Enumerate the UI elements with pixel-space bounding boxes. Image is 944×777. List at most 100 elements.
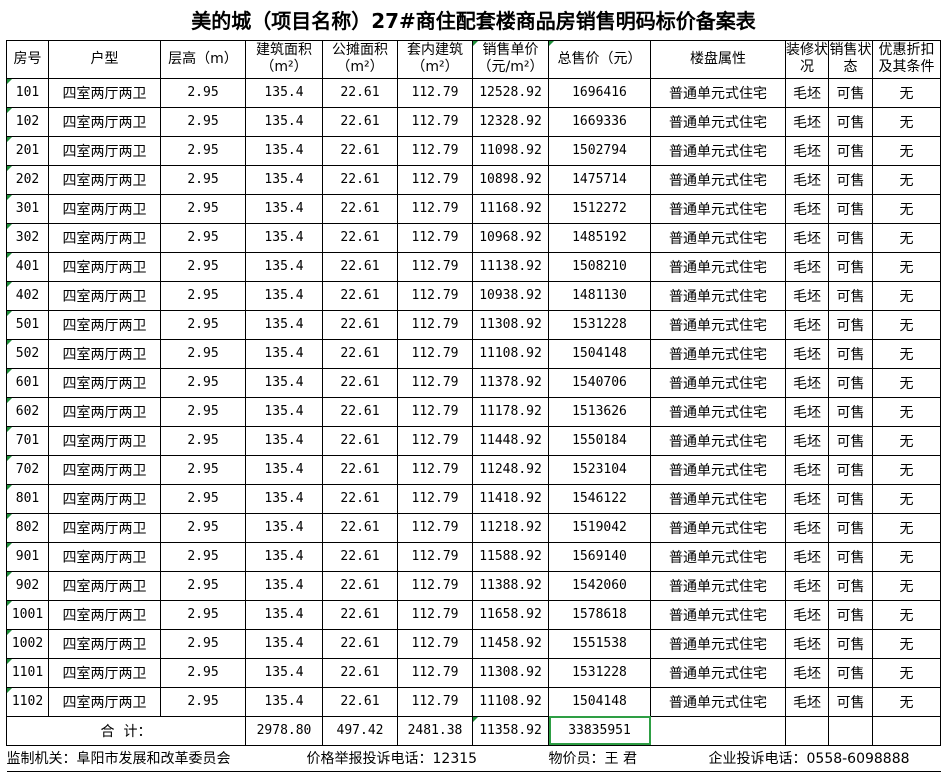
cell-inner-area[interactable]: 112.79	[397, 280, 473, 311]
cell-unit-price[interactable]: 12328.92	[472, 106, 549, 137]
cell-floor-height[interactable]: 2.95	[160, 599, 246, 630]
cell-property-type[interactable]: 普通单元式住宅	[650, 628, 786, 659]
cell-discount[interactable]: 无	[872, 628, 941, 659]
cell-property-type[interactable]: 普通单元式住宅	[650, 280, 786, 311]
cell-unit-type[interactable]: 四室两厅两卫	[48, 396, 161, 427]
cell-floor-height[interactable]: 2.95	[160, 657, 246, 688]
cell-property-type[interactable]: 普通单元式住宅	[650, 367, 786, 398]
cell-room-no[interactable]: 301	[6, 193, 49, 224]
cell-total-price[interactable]: 1502794	[548, 135, 651, 166]
cell-sale-status[interactable]: 可售	[828, 512, 873, 543]
cell-unit-type[interactable]: 四室两厅两卫	[48, 164, 161, 195]
cell-discount[interactable]: 无	[872, 338, 941, 369]
cell-floor-height[interactable]: 2.95	[160, 135, 246, 166]
empty-cell[interactable]	[828, 715, 873, 746]
cell-unit-price[interactable]: 11458.92	[472, 628, 549, 659]
header-inner-area[interactable]: 套内建筑（m²）	[397, 39, 473, 79]
cell-unit-price[interactable]: 11098.92	[472, 135, 549, 166]
cell-shared-area[interactable]: 22.61	[322, 135, 398, 166]
cell-room-no[interactable]: 901	[6, 541, 49, 572]
cell-floor-height[interactable]: 2.95	[160, 77, 246, 108]
cell-building-area[interactable]: 135.4	[245, 657, 323, 688]
cell-total-price[interactable]: 1475714	[548, 164, 651, 195]
empty-cell[interactable]	[872, 715, 941, 746]
cell-floor-height[interactable]: 2.95	[160, 396, 246, 427]
cell-unit-price[interactable]: 10968.92	[472, 222, 549, 253]
empty-cell[interactable]	[785, 715, 829, 746]
cell-sale-status[interactable]: 可售	[828, 483, 873, 514]
header-room-no[interactable]: 房号	[6, 39, 49, 79]
cell-property-type[interactable]: 普通单元式住宅	[650, 570, 786, 601]
cell-building-area[interactable]: 135.4	[245, 338, 323, 369]
cell-room-no[interactable]: 501	[6, 309, 49, 340]
cell-unit-price[interactable]: 12528.92	[472, 77, 549, 108]
cell-unit-type[interactable]: 四室两厅两卫	[48, 541, 161, 572]
cell-shared-area[interactable]: 22.61	[322, 77, 398, 108]
cell-room-no[interactable]: 701	[6, 425, 49, 456]
cell-decoration[interactable]: 毛坯	[785, 338, 829, 369]
cell-room-no[interactable]: 502	[6, 338, 49, 369]
cell-total-price[interactable]: 1504148	[548, 686, 651, 717]
cell-unit-type[interactable]: 四室两厅两卫	[48, 570, 161, 601]
cell-sale-status[interactable]: 可售	[828, 599, 873, 630]
cell-inner-area[interactable]: 112.79	[397, 628, 473, 659]
cell-total-price[interactable]: 1481130	[548, 280, 651, 311]
cell-inner-area[interactable]: 112.79	[397, 425, 473, 456]
cell-unit-price[interactable]: 11218.92	[472, 512, 549, 543]
cell-property-type[interactable]: 普通单元式住宅	[650, 222, 786, 253]
total-building-area[interactable]: 2978.80	[245, 715, 323, 746]
cell-unit-price[interactable]: 10898.92	[472, 164, 549, 195]
cell-inner-area[interactable]: 112.79	[397, 570, 473, 601]
cell-discount[interactable]: 无	[872, 280, 941, 311]
cell-shared-area[interactable]: 22.61	[322, 338, 398, 369]
cell-discount[interactable]: 无	[872, 77, 941, 108]
cell-floor-height[interactable]: 2.95	[160, 425, 246, 456]
cell-building-area[interactable]: 135.4	[245, 454, 323, 485]
cell-property-type[interactable]: 普通单元式住宅	[650, 686, 786, 717]
cell-room-no[interactable]: 1001	[6, 599, 49, 630]
cell-discount[interactable]: 无	[872, 599, 941, 630]
cell-shared-area[interactable]: 22.61	[322, 541, 398, 572]
cell-room-no[interactable]: 902	[6, 570, 49, 601]
cell-unit-type[interactable]: 四室两厅两卫	[48, 77, 161, 108]
cell-unit-type[interactable]: 四室两厅两卫	[48, 454, 161, 485]
cell-total-price[interactable]: 1512272	[548, 193, 651, 224]
cell-shared-area[interactable]: 22.61	[322, 454, 398, 485]
cell-sale-status[interactable]: 可售	[828, 367, 873, 398]
cell-inner-area[interactable]: 112.79	[397, 686, 473, 717]
cell-property-type[interactable]: 普通单元式住宅	[650, 396, 786, 427]
cell-total-price[interactable]: 1519042	[548, 512, 651, 543]
cell-unit-type[interactable]: 四室两厅两卫	[48, 425, 161, 456]
cell-property-type[interactable]: 普通单元式住宅	[650, 512, 786, 543]
cell-floor-height[interactable]: 2.95	[160, 164, 246, 195]
cell-sale-status[interactable]: 可售	[828, 425, 873, 456]
cell-inner-area[interactable]: 112.79	[397, 483, 473, 514]
cell-sale-status[interactable]: 可售	[828, 309, 873, 340]
cell-building-area[interactable]: 135.4	[245, 483, 323, 514]
cell-floor-height[interactable]: 2.95	[160, 280, 246, 311]
cell-decoration[interactable]: 毛坯	[785, 628, 829, 659]
cell-floor-height[interactable]: 2.95	[160, 512, 246, 543]
cell-total-price[interactable]: 1546122	[548, 483, 651, 514]
header-total-price[interactable]: 总售价（元）	[548, 39, 651, 79]
cell-unit-type[interactable]: 四室两厅两卫	[48, 686, 161, 717]
cell-total-price[interactable]: 1504148	[548, 338, 651, 369]
cell-floor-height[interactable]: 2.95	[160, 628, 246, 659]
cell-sale-status[interactable]: 可售	[828, 657, 873, 688]
cell-building-area[interactable]: 135.4	[245, 628, 323, 659]
cell-shared-area[interactable]: 22.61	[322, 280, 398, 311]
cell-unit-price[interactable]: 10938.92	[472, 280, 549, 311]
cell-shared-area[interactable]: 22.61	[322, 396, 398, 427]
cell-decoration[interactable]: 毛坯	[785, 570, 829, 601]
cell-unit-type[interactable]: 四室两厅两卫	[48, 280, 161, 311]
cell-sale-status[interactable]: 可售	[828, 251, 873, 282]
cell-unit-type[interactable]: 四室两厅两卫	[48, 512, 161, 543]
cell-decoration[interactable]: 毛坯	[785, 512, 829, 543]
cell-sale-status[interactable]: 可售	[828, 541, 873, 572]
cell-discount[interactable]: 无	[872, 396, 941, 427]
cell-inner-area[interactable]: 112.79	[397, 541, 473, 572]
cell-building-area[interactable]: 135.4	[245, 251, 323, 282]
cell-total-price[interactable]: 1531228	[548, 657, 651, 688]
header-decoration[interactable]: 装修状况	[785, 39, 829, 79]
cell-shared-area[interactable]: 22.61	[322, 599, 398, 630]
